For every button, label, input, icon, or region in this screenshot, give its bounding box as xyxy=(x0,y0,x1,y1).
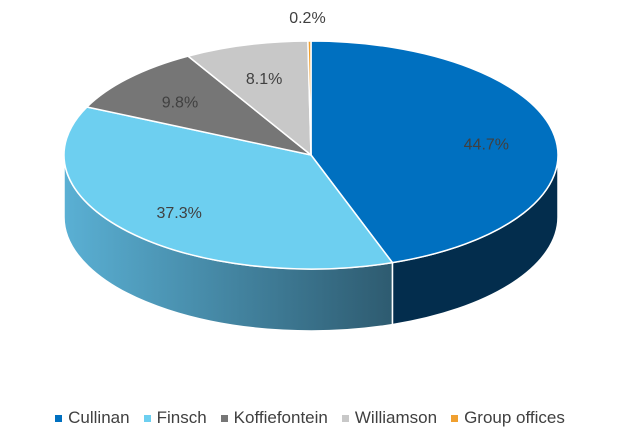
legend-label-finsch: Finsch xyxy=(156,408,207,427)
legend-item-finsch: Finsch xyxy=(143,408,207,428)
legend-swatch-finsch xyxy=(143,414,151,422)
pie-slice-williamson xyxy=(187,40,312,156)
pie-slice-group-offices xyxy=(307,40,312,156)
pie-slice-finsch xyxy=(63,106,394,270)
legend-label-group-offices: Group offices xyxy=(464,408,565,427)
data-label-cullinan: 44.7% xyxy=(464,136,509,153)
data-label-williamson: 8.1% xyxy=(246,71,282,88)
pie-slice-koffiefontein xyxy=(86,55,312,156)
legend-item-koffiefontein: Koffiefontein xyxy=(220,408,328,428)
legend-label-cullinan: Cullinan xyxy=(68,408,130,427)
data-label-koffiefontein: 9.8% xyxy=(162,95,198,112)
legend-item-williamson: Williamson xyxy=(341,408,438,428)
legend-item-group-offices: Group offices xyxy=(451,408,565,428)
chart-legend: Cullinan Finsch Koffiefontein Williamson… xyxy=(0,406,620,430)
data-label-finsch: 37.3% xyxy=(157,205,202,222)
legend-swatch-koffiefontein xyxy=(220,414,228,422)
legend-label-williamson: Williamson xyxy=(354,408,438,427)
pie-slice-cullinan xyxy=(310,40,559,264)
legend-item-cullinan: Cullinan xyxy=(55,408,130,428)
legend-swatch-williamson xyxy=(341,414,349,422)
legend-label-koffiefontein: Koffiefontein xyxy=(233,408,328,427)
legend-swatch-group-offices xyxy=(451,414,459,422)
data-label-group-offices: 0.2% xyxy=(289,10,325,27)
legend-swatch-cullinan xyxy=(55,414,63,422)
